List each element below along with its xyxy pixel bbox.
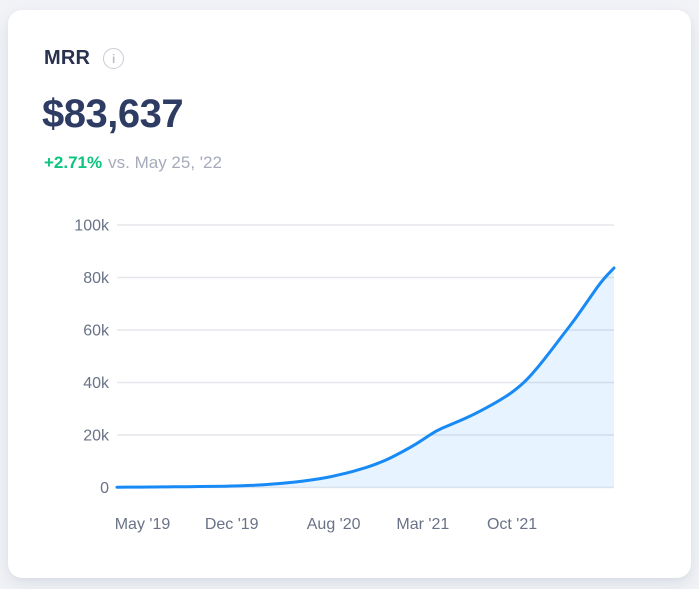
x-axis-tick-label: Dec '19 xyxy=(205,516,259,533)
mrr-metric-card: MRR i $83,637 +2.71% vs. May 25, '22 0 20… xyxy=(8,10,691,578)
card-header: MRR i xyxy=(44,47,125,70)
x-axis-tick-label: Aug '20 xyxy=(307,516,361,533)
y-axis-tick-label: 100k xyxy=(74,218,110,235)
delta-percent: +2.71% xyxy=(44,153,103,172)
y-axis-tick-label: 0 xyxy=(100,480,109,497)
mrr-line-series xyxy=(115,266,616,489)
y-axis-tick-label: 40k xyxy=(83,375,110,392)
x-axis-tick-label: Mar '21 xyxy=(396,516,449,533)
x-axis-tick-label: Oct '21 xyxy=(487,516,537,533)
mrr-value: $83,637 xyxy=(42,92,184,136)
y-axis-tick-label: 20k xyxy=(83,428,110,445)
card-title: MRR xyxy=(44,47,91,69)
delta-compare-text: vs. May 25, '22 xyxy=(108,153,222,172)
y-axis-tick-label: 60k xyxy=(83,323,110,340)
mrr-area-fill xyxy=(117,268,614,488)
x-axis-tick-label: May '19 xyxy=(115,516,171,533)
delta-row: +2.71% vs. May 25, '22 xyxy=(44,153,222,173)
y-axis-tick-label: 80k xyxy=(83,270,110,287)
mrr-area-chart[interactable]: 0 20k 40k 60k 80k 100k May '19 Dec '19 Aug '20 Ma… xyxy=(38,205,658,550)
info-icon[interactable]: i xyxy=(103,48,125,69)
